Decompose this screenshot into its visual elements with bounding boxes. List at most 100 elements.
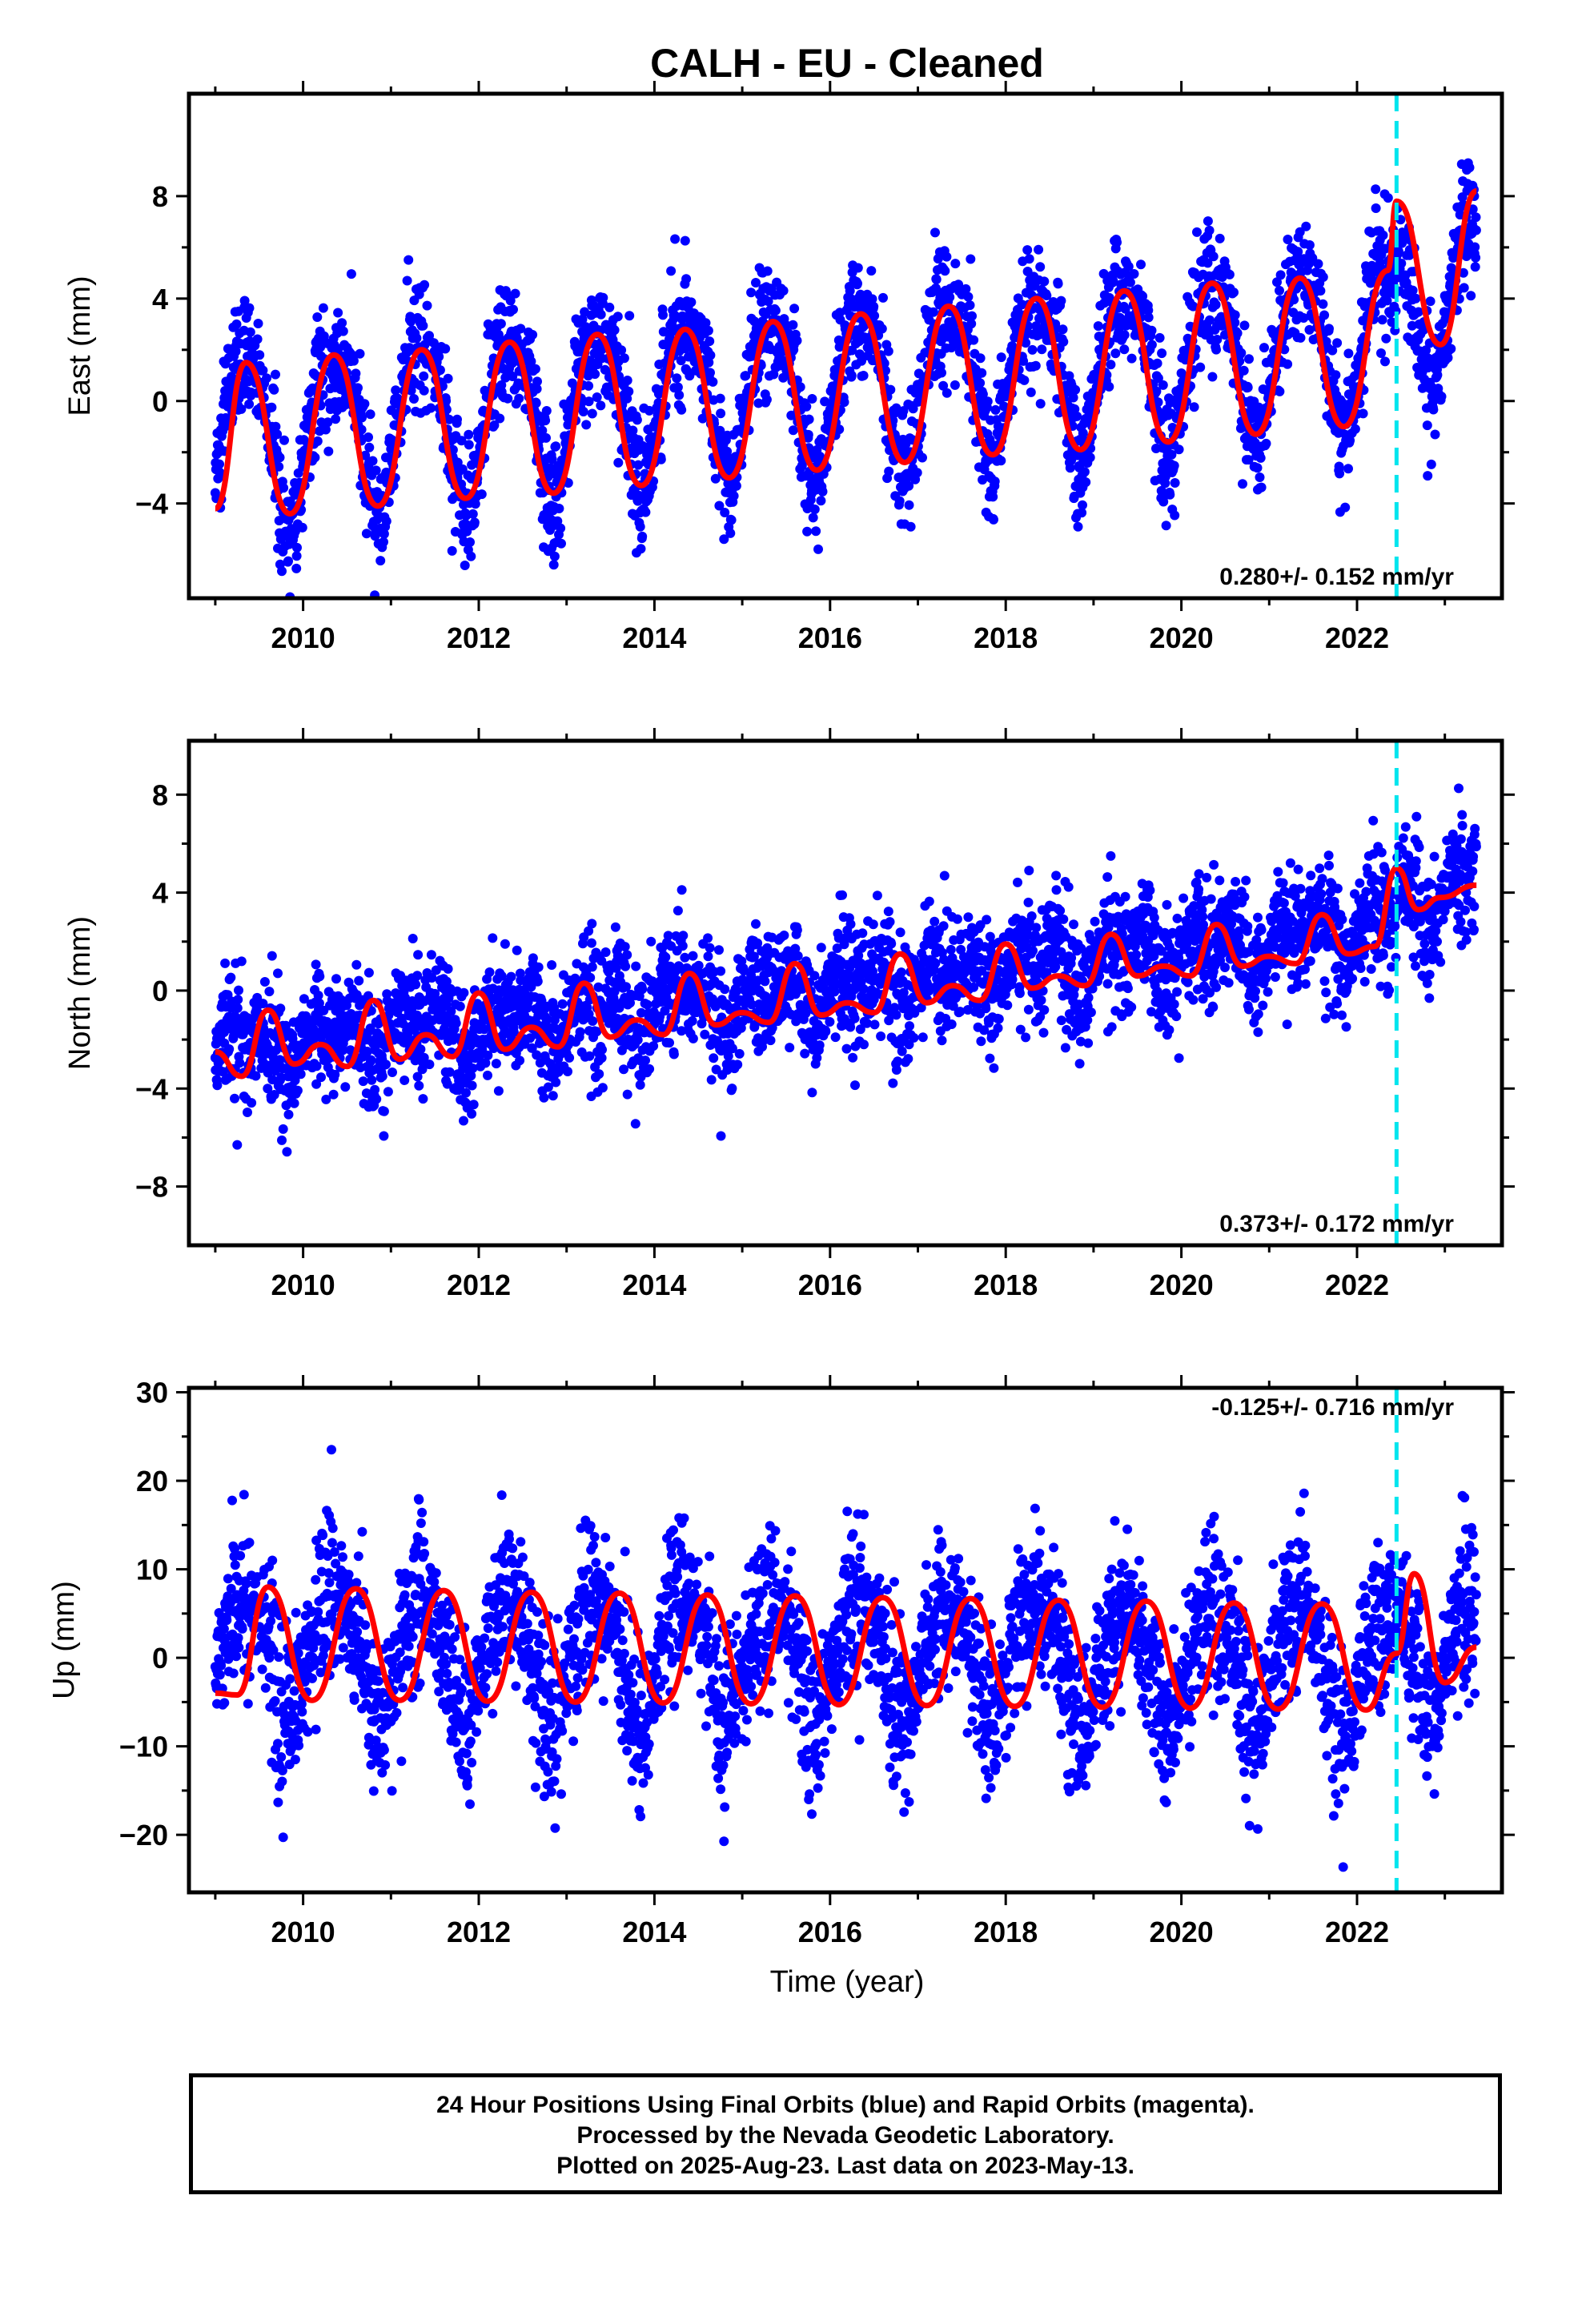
- data-point: [584, 396, 594, 407]
- data-point: [1243, 455, 1254, 465]
- data-point: [809, 505, 820, 514]
- data-point: [1464, 163, 1475, 173]
- data-point: [1119, 344, 1130, 355]
- data-point: [476, 489, 487, 500]
- data-point: [1170, 478, 1180, 488]
- data-point: [1208, 251, 1219, 262]
- data-point: [491, 1059, 501, 1069]
- data-point: [808, 513, 818, 523]
- data-point: [496, 971, 507, 981]
- data-point: [346, 269, 356, 279]
- data-point: [1283, 235, 1293, 244]
- data-point: [630, 1119, 640, 1129]
- data-point: [701, 318, 711, 328]
- data-point: [584, 1051, 595, 1061]
- data-point: [412, 333, 422, 344]
- data-point: [292, 542, 302, 553]
- data-point: [942, 251, 952, 262]
- data-point: [1343, 348, 1354, 359]
- data-point: [763, 296, 773, 307]
- data-point: [480, 1058, 491, 1068]
- data-point: [676, 356, 686, 366]
- data-point: [311, 1061, 322, 1072]
- data-point: [946, 343, 957, 353]
- data-point: [276, 1072, 287, 1083]
- data-point: [1039, 276, 1050, 287]
- data-point: [503, 393, 513, 404]
- data-point: [470, 499, 480, 509]
- data-point: [493, 1086, 504, 1096]
- data-point: [428, 338, 439, 348]
- data-point: [761, 395, 772, 404]
- data-point: [340, 1082, 351, 1092]
- data-point: [1376, 348, 1386, 358]
- data-point: [235, 1058, 245, 1068]
- data-point: [804, 414, 814, 424]
- y-tick-label: 4: [152, 283, 168, 316]
- data-point: [967, 311, 977, 321]
- data-point: [419, 371, 429, 381]
- data-point: [1252, 463, 1263, 473]
- data-point: [646, 936, 656, 947]
- data-point: [1078, 500, 1087, 510]
- data-point: [1413, 307, 1423, 317]
- data-point: [263, 1068, 273, 1078]
- data-point: [723, 1051, 733, 1061]
- data-point: [632, 415, 642, 425]
- data-point: [321, 1094, 331, 1104]
- data-point: [1232, 328, 1243, 338]
- data-point: [452, 414, 462, 424]
- data-point: [379, 1131, 389, 1141]
- data-point: [640, 507, 651, 517]
- data-point: [1315, 286, 1326, 296]
- data-point: [418, 320, 428, 331]
- data-point: [1205, 315, 1215, 325]
- data-point: [1377, 315, 1387, 325]
- data-point: [532, 376, 542, 387]
- data-point: [989, 514, 998, 525]
- data-point: [275, 1003, 286, 1014]
- data-point: [556, 523, 566, 533]
- data-point: [753, 975, 763, 986]
- data-point: [801, 401, 812, 412]
- data-point: [631, 961, 641, 971]
- data-point: [778, 286, 789, 296]
- data-point: [532, 384, 542, 394]
- data-point: [1236, 348, 1247, 358]
- data-point: [990, 476, 1000, 487]
- data-point: [950, 380, 960, 390]
- data-point: [510, 288, 520, 299]
- data-point: [420, 279, 430, 290]
- data-point: [1261, 438, 1271, 448]
- data-point: [1123, 261, 1134, 271]
- data-point: [468, 1100, 479, 1110]
- data-point: [1407, 285, 1418, 296]
- data-point: [320, 424, 331, 435]
- y-tick-label: 0: [152, 385, 168, 418]
- data-point: [1203, 258, 1213, 268]
- data-point: [1146, 340, 1157, 350]
- data-point: [656, 454, 666, 464]
- data-point: [547, 960, 557, 970]
- data-point: [636, 1007, 646, 1018]
- data-point: [1358, 408, 1368, 419]
- data-point: [586, 938, 596, 948]
- data-point: [975, 353, 986, 364]
- data-point: [1027, 344, 1038, 355]
- data-point: [311, 959, 321, 970]
- data-point: [612, 312, 623, 322]
- data-point: [279, 435, 289, 445]
- data-point: [706, 1075, 717, 1085]
- data-point: [577, 314, 588, 324]
- data-point: [1275, 270, 1286, 280]
- data-point: [331, 974, 341, 984]
- data-point: [291, 563, 302, 573]
- data-point: [1138, 291, 1148, 301]
- data-point: [1021, 338, 1031, 348]
- data-point: [244, 399, 255, 409]
- data-point: [1073, 521, 1083, 532]
- data-point: [1446, 344, 1456, 354]
- data-point: [575, 1027, 585, 1037]
- x-tick-label: 2010: [271, 621, 335, 654]
- data-point: [648, 1041, 659, 1051]
